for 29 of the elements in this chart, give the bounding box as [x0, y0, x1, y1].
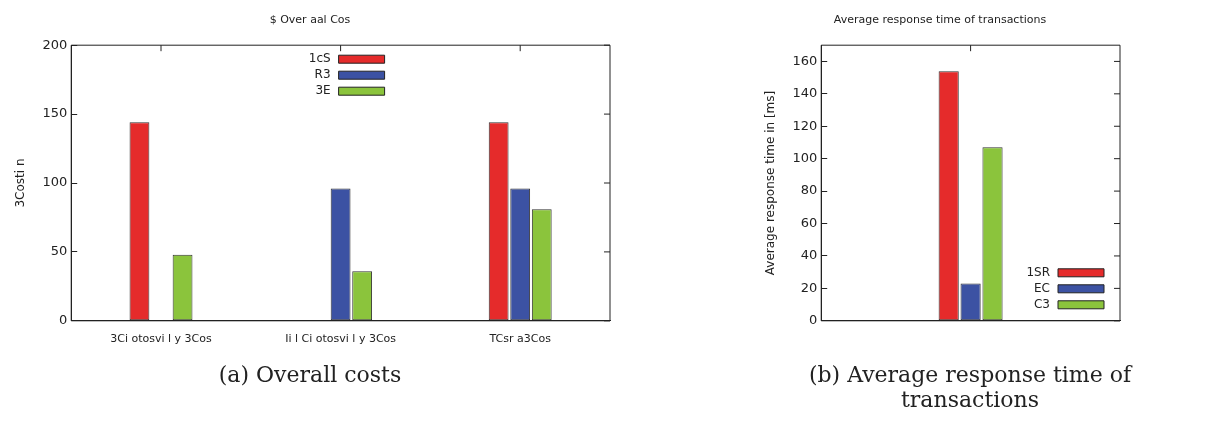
y-tick-label: 120 [792, 117, 818, 133]
text: (a) Overall costs [217, 362, 403, 387]
legend-label: R3 [314, 67, 331, 82]
legend-label: 3E [315, 83, 331, 98]
y-tick-label: 100 [42, 174, 68, 190]
legend-label: 1cS [308, 51, 331, 66]
y-tick-label: 0 [58, 312, 68, 328]
x-tick-label: Ii l Ci otosvi l y 3Cos [285, 332, 397, 346]
y-tick-label: 140 [792, 85, 818, 101]
y-axis-title: 3Costi n [13, 158, 28, 208]
y-tick-label: 50 [50, 243, 68, 259]
y-axis-title: Average response time in [ms] [763, 90, 778, 276]
y-tick-label: 60 [800, 214, 818, 230]
x-tick-label: 3Ci otosvi l y 3Cos [110, 332, 213, 346]
legend-label: 1SR [1026, 264, 1050, 279]
x-tick-label: TCsr a3Cos [488, 332, 552, 346]
y-tick-label: 0 [808, 312, 818, 328]
y-tick-label: 100 [792, 150, 818, 166]
y-tick-label: 200 [42, 36, 68, 52]
y-tick-label: 150 [42, 105, 68, 121]
legend-label: EC [1034, 280, 1050, 295]
y-tick-label: 20 [800, 279, 818, 295]
y-tick-label: 80 [800, 182, 818, 198]
chart-title: $ Over aal Cos [269, 13, 351, 27]
y-tick-label: 160 [792, 52, 818, 68]
chart-title: Average response time of transactions [833, 13, 1047, 27]
legend-label: C3 [1033, 296, 1050, 311]
text: (b) Average response time of transactions [807, 362, 1134, 412]
y-tick-label: 40 [800, 247, 818, 263]
